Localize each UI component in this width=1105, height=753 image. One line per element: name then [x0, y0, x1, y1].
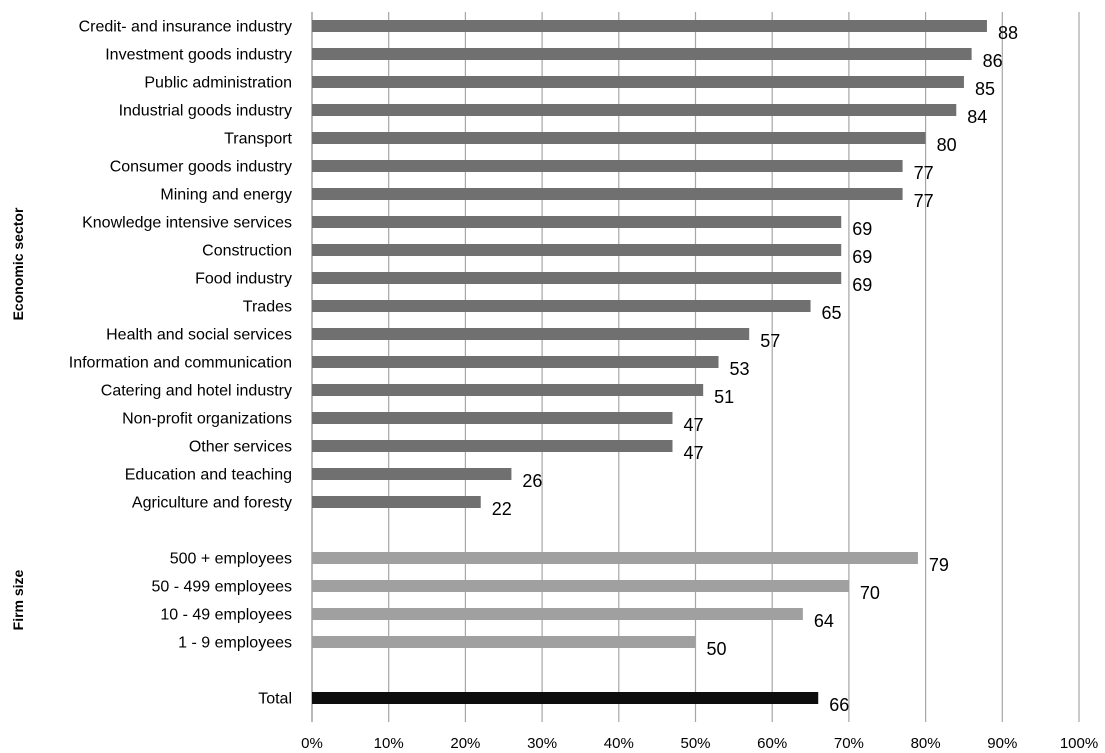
bar — [312, 272, 842, 284]
category-label: Trades — [243, 299, 292, 316]
bar — [312, 104, 957, 116]
bar — [312, 20, 987, 32]
x-axis-ticks: 0% 10% 20% 30% 40% 50% 60% 70% 80% 90% 100% — [301, 735, 1098, 752]
bar — [312, 552, 918, 564]
x-tick-label: 90% — [987, 735, 1017, 752]
bar — [312, 692, 819, 704]
data-label: 80 — [937, 135, 957, 155]
bar — [312, 468, 512, 480]
category-label: Other services — [189, 439, 292, 456]
bar — [312, 300, 811, 312]
data-label: 77 — [914, 191, 934, 211]
category-label: Total — [258, 691, 292, 708]
category-label: Mining and energy — [160, 187, 292, 204]
category-label: Health and social services — [106, 327, 292, 344]
data-label: 66 — [829, 695, 849, 715]
data-label: 86 — [983, 51, 1003, 71]
category-label: Credit- and insurance industry — [79, 19, 292, 36]
bar — [312, 636, 696, 648]
x-tick-label: 80% — [911, 735, 941, 752]
data-label: 85 — [975, 79, 995, 99]
data-label: 57 — [760, 331, 780, 351]
category-label: Catering and hotel industry — [101, 383, 292, 400]
x-tick-label: 50% — [680, 735, 710, 752]
category-label: 1 - 9 employees — [178, 635, 292, 652]
group-title: Firm size — [10, 569, 26, 630]
data-label: 50 — [707, 639, 727, 659]
data-label: 53 — [730, 359, 750, 379]
data-label: 77 — [914, 163, 934, 183]
bar — [312, 412, 673, 424]
labels: Credit- and insurance industry 88 Investme… — [69, 19, 1018, 716]
data-label: 88 — [998, 23, 1018, 43]
category-label: 50 - 499 employees — [151, 579, 292, 596]
x-tick-label: 40% — [604, 735, 634, 752]
data-label: 65 — [822, 303, 842, 323]
x-tick-label: 70% — [834, 735, 864, 752]
bar — [312, 580, 849, 592]
bars — [312, 20, 987, 704]
category-label: Information and communication — [69, 355, 292, 372]
data-label: 47 — [683, 415, 703, 435]
data-label: 47 — [683, 443, 703, 463]
category-label: Public administration — [144, 75, 292, 92]
group-title: Economic sector — [10, 207, 26, 320]
bar — [312, 496, 481, 508]
category-label: Transport — [224, 131, 292, 148]
x-tick-label: 0% — [301, 735, 323, 752]
category-label: Investment goods industry — [105, 47, 292, 64]
category-label: Industrial goods industry — [119, 103, 292, 120]
bar — [312, 384, 704, 396]
x-tick-label: 60% — [757, 735, 787, 752]
bar — [312, 328, 750, 340]
category-label: Consumer goods industry — [110, 159, 292, 176]
data-label: 51 — [714, 387, 734, 407]
category-label: Knowledge intensive services — [82, 215, 292, 232]
data-label: 70 — [860, 583, 880, 603]
category-label: 10 - 49 employees — [160, 607, 292, 624]
x-tick-label: 10% — [374, 735, 404, 752]
data-label: 84 — [967, 107, 987, 127]
data-label: 26 — [522, 471, 542, 491]
bar — [312, 608, 803, 620]
category-label: Food industry — [195, 271, 292, 288]
data-label: 69 — [852, 275, 872, 295]
bar — [312, 440, 673, 452]
data-label: 69 — [852, 219, 872, 239]
category-label: Construction — [202, 243, 292, 260]
bar — [312, 76, 964, 88]
bar — [312, 160, 903, 172]
category-label: Education and teaching — [125, 467, 292, 484]
bar — [312, 132, 926, 144]
category-label: 500 + employees — [170, 551, 292, 568]
x-tick-label: 100% — [1060, 735, 1098, 752]
data-label: 79 — [929, 555, 949, 575]
data-label: 69 — [852, 247, 872, 267]
group-titles: Economic sector Firm size — [10, 207, 26, 630]
x-tick-label: 30% — [527, 735, 557, 752]
data-label: 64 — [814, 611, 834, 631]
x-tick-label: 20% — [450, 735, 480, 752]
category-label: Non-profit organizations — [122, 411, 292, 428]
data-label: 22 — [492, 499, 512, 519]
bar — [312, 48, 972, 60]
bar — [312, 356, 719, 368]
bar — [312, 188, 903, 200]
category-label: Agriculture and foresty — [132, 495, 292, 512]
bar — [312, 244, 842, 256]
bar — [312, 216, 842, 228]
